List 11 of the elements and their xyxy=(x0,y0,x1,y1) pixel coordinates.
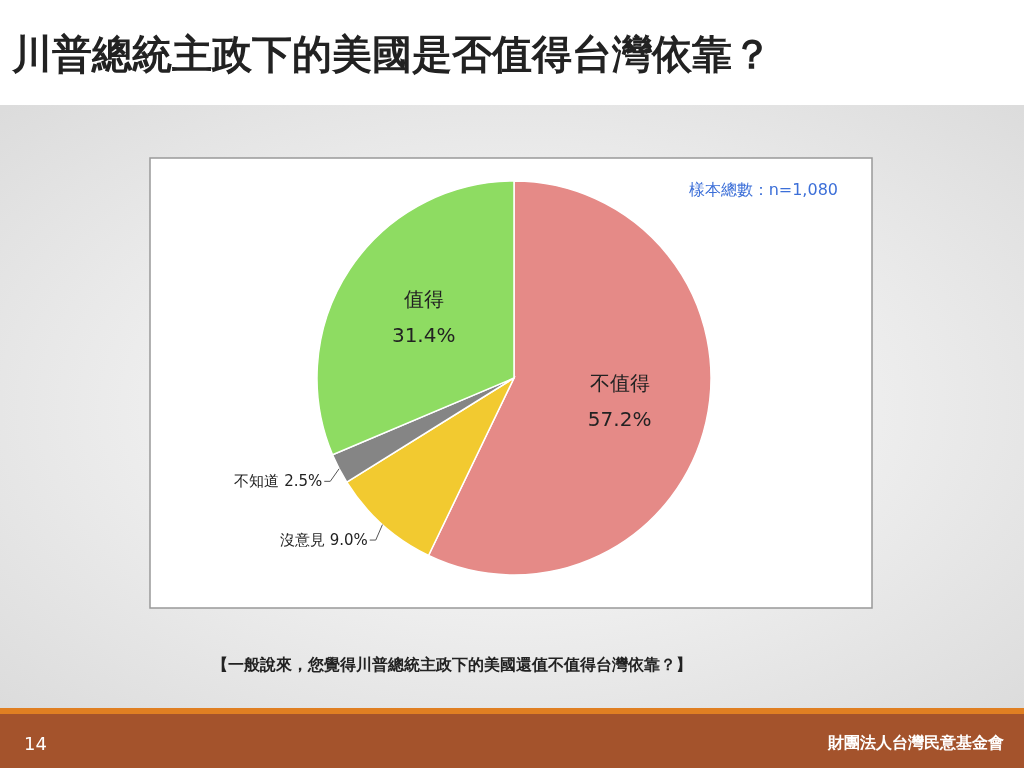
slice-label: 不知道 2.5% xyxy=(234,472,323,491)
text: 樣本總數：n=1,080 xyxy=(688,180,838,199)
text: 【一般說來，您覺得川普總統主政下的美國還值不值得台灣依靠？】 xyxy=(212,655,692,674)
slice-label: 不值得 xyxy=(589,371,650,396)
text: 財團法人台灣民意基金會 xyxy=(827,733,1004,752)
chart-title: 川普總統主政下的美國是否值得台灣依靠？ xyxy=(11,31,772,77)
slice-label: 沒意見 9.0% xyxy=(279,531,368,550)
slice-label: 值得 xyxy=(403,287,444,312)
data-label: 57.2% xyxy=(587,407,652,432)
text: 14 xyxy=(24,733,47,754)
data-label: 31.4% xyxy=(391,323,456,348)
